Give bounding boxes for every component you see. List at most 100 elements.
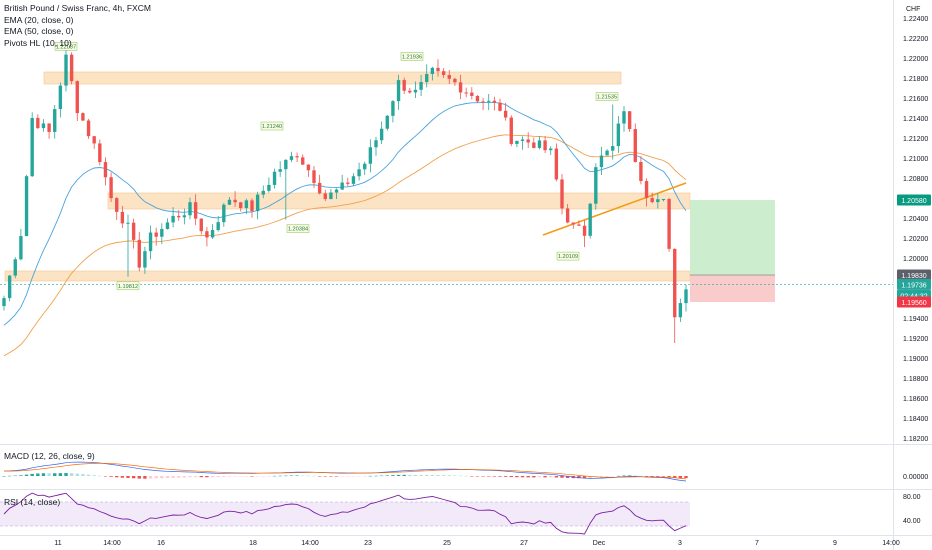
macd-histogram-bar bbox=[177, 476, 181, 478]
candle bbox=[250, 200, 254, 212]
candle bbox=[126, 222, 130, 224]
macd-histogram-bar bbox=[453, 475, 457, 476]
candle bbox=[98, 143, 102, 163]
macd-histogram-bar bbox=[436, 474, 440, 476]
candle bbox=[222, 204, 226, 223]
pivot-badge bbox=[400, 52, 424, 61]
rsi-tick-label: 80.00 bbox=[903, 494, 921, 501]
ema50-line bbox=[3, 134, 687, 357]
macd-histogram-bar bbox=[210, 476, 215, 478]
macd-histogram-bar bbox=[154, 476, 158, 479]
pivot-label: 1.19812 bbox=[118, 284, 138, 290]
currency-badge: CHF bbox=[906, 6, 920, 13]
macd-histogram-bar bbox=[633, 475, 637, 477]
pivot-badge bbox=[556, 251, 580, 261]
candle bbox=[216, 222, 220, 231]
x-tick-label: 11 bbox=[54, 540, 61, 547]
macd-histogram-bar bbox=[464, 475, 468, 477]
candle bbox=[470, 92, 474, 96]
y-tick-label: 1.18800 bbox=[903, 376, 928, 383]
candle bbox=[289, 156, 294, 160]
candle bbox=[7, 275, 12, 299]
candle bbox=[19, 236, 23, 260]
macd-histogram-bar bbox=[549, 476, 553, 478]
candle bbox=[205, 231, 209, 238]
macd-histogram-bar bbox=[81, 474, 85, 476]
candle bbox=[498, 102, 502, 111]
macd-histogram-bar bbox=[227, 476, 232, 477]
macd-histogram-bar bbox=[458, 475, 463, 477]
pivot-label: 1.21535 bbox=[597, 95, 617, 101]
macd-histogram-bar bbox=[261, 476, 265, 477]
macd-histogram-bar bbox=[53, 473, 57, 476]
candle bbox=[481, 101, 485, 103]
macd-histogram-bar bbox=[222, 476, 226, 477]
candle bbox=[554, 148, 559, 180]
rsi-legend[interactable]: RSI (14, close) bbox=[4, 497, 61, 507]
macd-histogram-bar bbox=[199, 476, 203, 478]
candle bbox=[379, 128, 384, 141]
macd-histogram-bar bbox=[605, 476, 609, 477]
candle bbox=[599, 155, 604, 168]
candle bbox=[396, 80, 401, 102]
candle bbox=[334, 189, 339, 193]
macd-histogram-bar bbox=[515, 476, 519, 478]
macd-histogram-bar bbox=[560, 476, 564, 478]
legend-ema20[interactable]: EMA (20, close, 0) bbox=[4, 14, 74, 25]
candle bbox=[357, 169, 361, 177]
candle bbox=[86, 120, 91, 137]
macd-histogram-bar bbox=[419, 474, 423, 476]
candle bbox=[261, 190, 265, 195]
candle bbox=[543, 140, 547, 151]
candle bbox=[233, 199, 237, 203]
x-tick-label: 23 bbox=[364, 540, 372, 547]
macd-histogram-bar bbox=[75, 473, 79, 476]
pivot-badge bbox=[595, 92, 619, 101]
x-tick-label: 3 bbox=[678, 540, 682, 547]
candle bbox=[239, 202, 243, 209]
macd-histogram-bar bbox=[475, 476, 480, 477]
macd-histogram-bar bbox=[284, 475, 288, 477]
candle bbox=[103, 162, 108, 178]
macd-histogram-bar bbox=[301, 475, 305, 477]
candle bbox=[53, 109, 57, 132]
candle bbox=[526, 139, 530, 143]
macd-histogram-bar bbox=[673, 476, 677, 478]
macd-histogram-bar bbox=[36, 473, 40, 476]
candle bbox=[188, 202, 192, 216]
x-tick-label: 16 bbox=[157, 540, 165, 547]
y-tick-label: 1.21800 bbox=[903, 76, 928, 83]
legend-ema50[interactable]: EMA (50, close, 0) bbox=[4, 26, 74, 36]
candle bbox=[605, 150, 609, 156]
macd-histogram-bar bbox=[312, 475, 316, 477]
macd-histogram-bar bbox=[616, 475, 621, 477]
legend-pivots[interactable]: Pivots HL (10, 10) bbox=[4, 37, 72, 48]
ema20-line bbox=[3, 101, 687, 326]
y-tick-label: 1.18400 bbox=[903, 416, 928, 423]
candle bbox=[154, 232, 158, 237]
support-resistance-zone bbox=[43, 71, 622, 85]
candle bbox=[661, 199, 666, 201]
candle bbox=[678, 303, 683, 318]
candle bbox=[193, 202, 198, 219]
macd-histogram-bar bbox=[148, 476, 153, 479]
macd-legend[interactable]: MACD (12, 26, close, 9) bbox=[4, 451, 95, 461]
macd-histogram-bar bbox=[137, 476, 141, 479]
candle bbox=[492, 100, 497, 103]
candle bbox=[447, 75, 451, 79]
pivot-label: 1.21240 bbox=[262, 124, 282, 130]
x-tick-label: Dec bbox=[593, 540, 606, 547]
macd-histogram-bar bbox=[2, 476, 6, 477]
candle bbox=[475, 95, 480, 102]
candle bbox=[323, 193, 327, 200]
macd-histogram-bar bbox=[188, 476, 192, 478]
x-tick-label: 14:00 bbox=[103, 540, 121, 547]
macd-histogram-bar bbox=[413, 474, 418, 476]
macd-histogram-bar bbox=[323, 476, 327, 477]
x-tick-label: 27 bbox=[520, 540, 528, 547]
macd-histogram-bar bbox=[289, 475, 294, 477]
price-marker-label: 1.19736 bbox=[901, 282, 926, 289]
macd-histogram-bar bbox=[329, 476, 333, 477]
